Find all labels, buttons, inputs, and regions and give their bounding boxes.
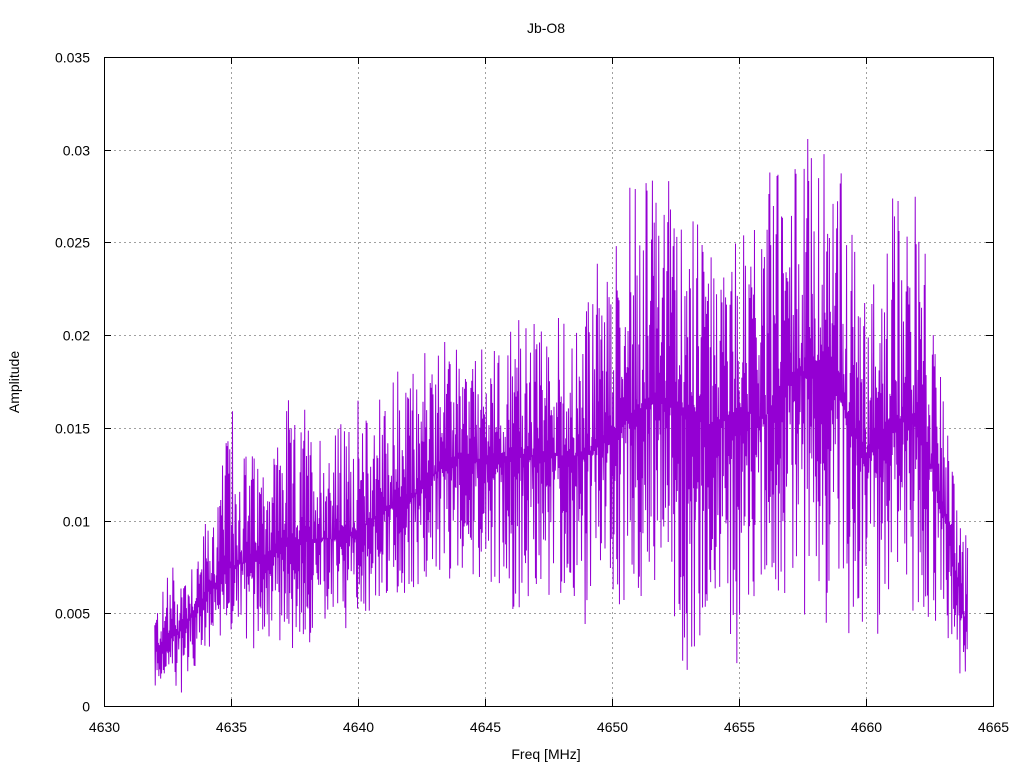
- x-axis-label: Freq [MHz]: [511, 746, 580, 762]
- axis-ticks: 4630 4635 4640 4645 4650 4655 4660 4665 0 0.005 0.…: [55, 50, 1009, 736]
- series-line: [154, 139, 969, 693]
- x-tick-label: 4630: [89, 719, 120, 735]
- y-axis-label: Amplitude: [6, 351, 22, 413]
- x-tick-label: 4660: [851, 719, 882, 735]
- y-tick-label: 0.005: [55, 606, 90, 622]
- chart-title: Jb-O8: [527, 20, 565, 36]
- y-tick-label: 0.01: [63, 514, 90, 530]
- grid-lines: [104, 57, 993, 706]
- y-tick-label: 0.025: [55, 235, 90, 251]
- x-tick-label: 4655: [724, 719, 755, 735]
- x-tick-label: 4640: [343, 719, 374, 735]
- y-tick-label: 0: [82, 699, 90, 715]
- plot-frame: [104, 57, 994, 707]
- series-layer: [154, 139, 969, 693]
- x-tick-label: 4665: [978, 719, 1009, 735]
- y-tick-label: 0.035: [55, 50, 90, 66]
- y-tick-label: 0.03: [63, 143, 90, 159]
- y-tick-label: 0.02: [63, 328, 90, 344]
- y-tick-label: 0.015: [55, 421, 90, 437]
- x-tick-label: 4650: [597, 719, 628, 735]
- x-tick-label: 4645: [470, 719, 501, 735]
- x-tick-label: 4635: [216, 719, 247, 735]
